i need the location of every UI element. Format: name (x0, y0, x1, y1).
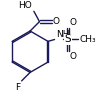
Text: O: O (53, 17, 60, 26)
Text: CH₃: CH₃ (80, 35, 97, 44)
Text: HO: HO (18, 1, 32, 10)
Text: S: S (64, 34, 71, 44)
Text: O: O (70, 52, 77, 61)
Text: O: O (70, 18, 77, 27)
Text: F: F (15, 83, 20, 92)
Text: NH: NH (56, 30, 70, 39)
